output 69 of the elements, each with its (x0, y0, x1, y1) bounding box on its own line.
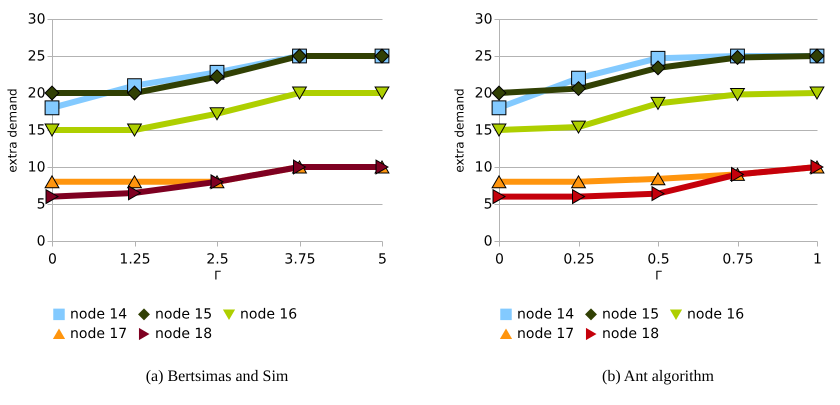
text: (a) Bertsimas and Sim (146, 368, 289, 385)
legend-label: node 17 (517, 326, 574, 342)
point (571, 175, 586, 188)
point (650, 96, 666, 110)
legend-label: node 16 (240, 306, 298, 322)
y-tick-label: 5 (36, 196, 46, 212)
legend-label: node 18 (602, 326, 660, 342)
y-axis-title: extra demand (6, 88, 20, 173)
point (810, 86, 824, 100)
point (492, 175, 506, 188)
legend-label: node 16 (687, 306, 744, 322)
point (127, 86, 142, 100)
point (492, 189, 506, 204)
point (44, 124, 60, 136)
legend-label: node 15 (155, 306, 212, 322)
y-tick-label: 15 (28, 122, 46, 138)
point (572, 189, 585, 204)
point (492, 124, 506, 136)
point (374, 86, 390, 100)
point (210, 107, 224, 120)
x-tick-label: 2.5 (206, 252, 229, 268)
y-tick-label: 5 (484, 196, 492, 212)
x-tick-label: 1.25 (119, 252, 151, 268)
point (652, 186, 664, 202)
point (292, 86, 307, 100)
y-tick-label: 25 (474, 48, 492, 64)
x-tick-label: 3.75 (284, 252, 316, 268)
x-tick-label: 0 (48, 252, 57, 268)
x-tick-label: 0 (495, 252, 504, 268)
y-tick-label: 0 (484, 234, 492, 250)
y-tick-label: 0 (36, 234, 46, 250)
point (210, 69, 224, 84)
point (492, 86, 506, 100)
x-tick-label: 5 (378, 252, 387, 268)
y-tick-label: 30 (474, 12, 492, 28)
legend-label: node 14 (70, 306, 128, 322)
point (44, 175, 60, 188)
legend-label: node 18 (155, 326, 212, 342)
x-tick-label: 0.25 (563, 252, 595, 268)
legend-label: node 17 (70, 326, 128, 342)
point (571, 120, 586, 134)
point (127, 175, 142, 188)
point (650, 172, 666, 186)
point (571, 81, 586, 96)
point (44, 100, 60, 116)
legend-label: node 15 (602, 306, 660, 322)
point (127, 124, 142, 136)
x-axis-title: Γ (655, 268, 662, 282)
point (492, 100, 506, 116)
y-tick-label: 20 (474, 86, 492, 102)
legend-label: node 14 (517, 306, 574, 322)
text: (b) Ant algorithm (602, 368, 715, 385)
x-tick-label: 0.75 (722, 252, 754, 268)
y-tick-label: 10 (28, 160, 46, 176)
y-tick-label: 20 (28, 86, 46, 102)
y-tick-label: 30 (28, 12, 46, 28)
y-tick-label: 15 (474, 122, 492, 138)
point (46, 189, 58, 204)
x-tick-label: 1 (813, 252, 822, 268)
y-axis-title: extra demand (452, 88, 467, 173)
y-tick-label: 25 (28, 48, 46, 64)
x-axis-title: Γ (214, 268, 222, 282)
point (44, 86, 60, 100)
point (650, 60, 666, 76)
x-tick-label: 0.5 (647, 252, 670, 268)
point (730, 88, 745, 101)
point (128, 186, 141, 200)
point (571, 70, 586, 86)
y-tick-label: 10 (474, 160, 492, 176)
